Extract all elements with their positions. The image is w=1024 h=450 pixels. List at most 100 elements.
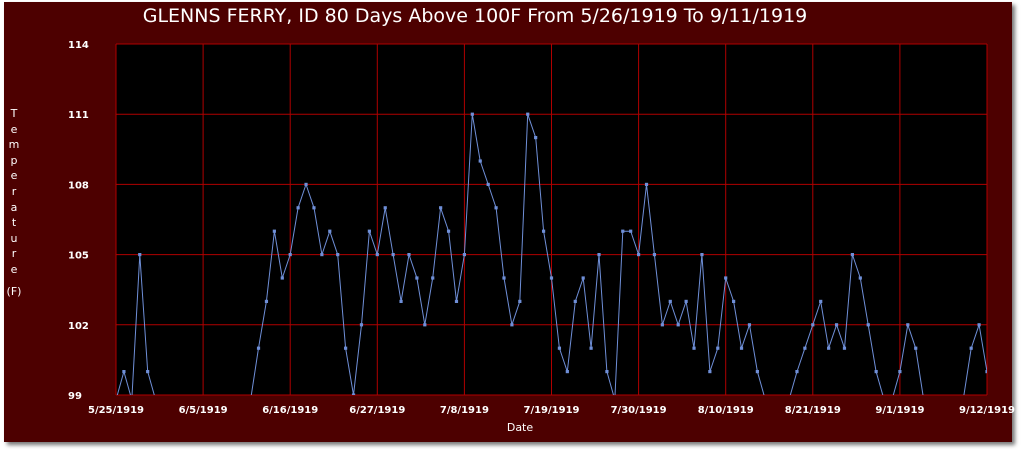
data-point [486,182,490,186]
data-point [700,253,704,257]
data-point [344,346,348,350]
data-point [264,299,269,303]
y-tick-label: 108 [68,180,89,191]
data-point [977,323,981,327]
data-point [312,206,316,210]
data-point [565,370,569,374]
chart-title: GLENNS FERRY, ID 80 Days Above 100F From… [142,5,808,27]
y-tick-label: 114 [68,40,89,51]
data-point [549,276,554,280]
data-point [644,182,649,186]
data-point [534,136,538,140]
data-point [803,346,807,350]
y-axis-unit: (F) [6,285,22,298]
data-point [589,346,593,350]
x-tick-label: 8/21/1919 [785,405,841,416]
data-point [470,112,474,116]
data-point [526,112,530,116]
data-point [811,323,815,327]
data-point [359,323,364,327]
data-point [755,370,759,374]
y-axis-label-letter: e [10,122,18,136]
y-axis-label-letter: a [10,200,18,214]
data-point [494,206,498,210]
data-point [724,276,728,280]
data-point [914,346,918,350]
data-point [708,370,712,374]
data-point [850,253,854,257]
data-point [652,253,657,257]
x-tick-label: 9/12/1919 [959,405,1015,416]
data-point [138,253,142,257]
x-tick-labels: 5/25/1919 6/5/1919 6/16/1919 6/27/1919 7/8/1… [88,405,1015,416]
data-point [985,370,987,374]
y-axis-label-letter: u [10,231,18,245]
x-tick-label: 5/25/1919 [88,405,144,416]
data-point [462,253,466,257]
data-point [280,276,284,280]
data-point [383,206,387,210]
data-point [573,299,577,303]
y-axis-label-letter: p [10,153,18,167]
data-point [557,346,562,350]
data-point [581,276,585,280]
data-point [541,229,546,233]
x-tick-label: 7/8/1919 [440,405,489,416]
data-point [439,206,443,210]
data-point [328,229,332,233]
data-point [518,299,522,303]
data-point [906,323,910,327]
data-point [304,182,308,186]
data-point [256,346,261,350]
data-point [795,370,799,374]
x-tick-label: 7/19/1919 [523,405,579,416]
y-tick-labels: 99 102 105 108 111 114 [68,40,89,402]
y-tick-label: 102 [68,321,89,332]
data-point [858,276,862,280]
x-axis-label: Date [506,421,534,434]
x-tick-label: 6/5/1919 [179,405,228,416]
data-point [296,206,300,210]
y-axis-label-letter: e [10,169,18,183]
data-point [272,229,276,233]
temperature-series [116,112,987,395]
grid-lines [115,43,988,396]
data-point [629,229,633,233]
x-tick-label: 6/16/1919 [262,405,318,416]
data-point [423,323,427,327]
data-point [676,323,680,327]
series-line [116,114,987,395]
data-point [375,253,379,257]
data-point [716,346,720,350]
data-point [431,276,435,280]
data-point [597,253,601,257]
data-point [898,370,902,374]
data-point [660,323,664,327]
x-tick-label: 8/10/1919 [698,405,754,416]
data-point [637,253,641,257]
data-point [819,299,823,303]
data-point [969,346,973,350]
y-axis-label-letter: r [11,247,17,261]
y-tick-label: 111 [68,110,89,121]
x-tick-label: 6/27/1919 [349,405,405,416]
data-point [351,393,356,395]
x-tick-label: 7/30/1919 [611,405,667,416]
y-axis-label-letter: r [11,184,17,198]
data-point [391,253,395,257]
data-point [415,276,419,280]
data-point [446,229,451,233]
data-point [320,253,324,257]
data-point [510,323,514,327]
y-axis-label-letter: m [8,138,20,152]
y-axis-label-letter: t [11,216,17,230]
y-axis-label-letter: T [10,107,18,120]
data-point [146,370,150,374]
data-point [399,299,403,303]
data-point [367,229,371,233]
data-point [732,299,736,303]
data-point [668,299,672,303]
data-point [834,323,839,327]
